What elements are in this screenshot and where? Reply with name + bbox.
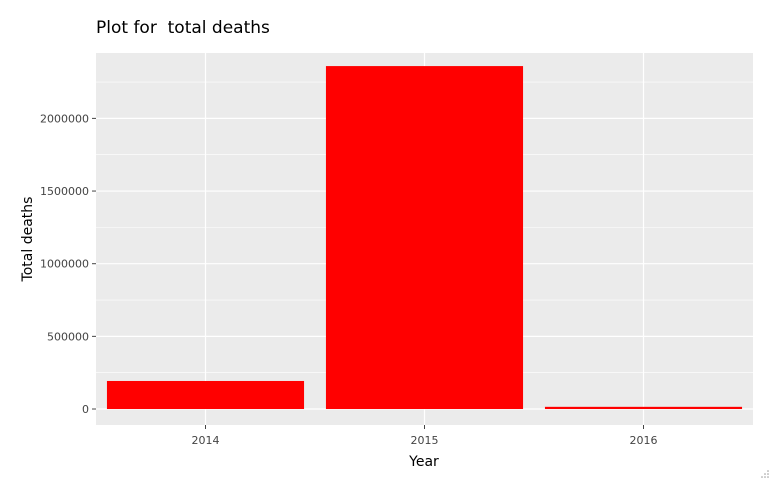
bars [106,66,743,410]
y-tick-label: 2000000 [40,112,89,125]
y-tick-label: 500000 [47,330,89,343]
bar-2014[interactable] [106,380,305,410]
x-axis: 2014 2015 2016 [192,425,658,447]
y-tick-label: 0 [82,403,89,416]
x-tick-label: 2015 [411,434,439,447]
x-axis-title: Year [408,454,439,470]
x-tick-label: 2014 [192,434,220,447]
resize-grip-icon[interactable] [760,469,770,479]
y-axis-title: Total deaths [20,197,36,283]
bar-2015[interactable] [325,66,524,410]
y-axis: 0 500000 1000000 1500000 2000000 [40,112,96,416]
y-tick-label: 1000000 [40,258,89,271]
bar-2016[interactable] [544,406,743,410]
x-tick-label: 2016 [630,434,658,447]
y-tick-label: 1500000 [40,185,89,198]
chart-title: Plot for total deaths [96,18,270,38]
